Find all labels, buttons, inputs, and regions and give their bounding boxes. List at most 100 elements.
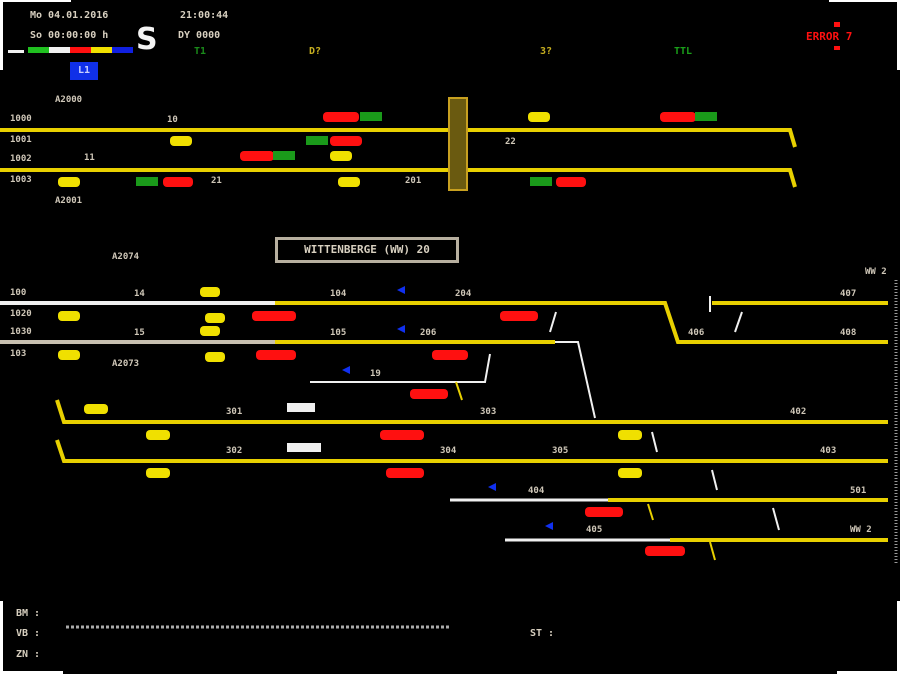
track-number: 21 (211, 176, 222, 186)
train-number-tag[interactable] (136, 177, 158, 186)
signal-yellow-icon[interactable] (200, 287, 220, 297)
station-title[interactable]: WITTENBERGE (WW) 20 (275, 237, 459, 263)
signal-yellow-icon[interactable] (170, 136, 192, 146)
signal-red-icon[interactable] (432, 350, 468, 360)
track-number: 15 (134, 328, 145, 338)
legend-blue (112, 47, 133, 53)
track-number: 406 (688, 328, 704, 338)
frame-bottom-left (0, 601, 63, 674)
track-number: 105 (330, 328, 346, 338)
label-a2073: A2073 (112, 359, 139, 369)
signal-yellow-icon[interactable] (146, 430, 170, 440)
signal-yellow-icon[interactable] (84, 404, 108, 414)
signal-red-icon[interactable] (500, 311, 538, 321)
signal-red-icon[interactable] (645, 546, 685, 556)
signal-yellow-icon[interactable] (205, 352, 225, 362)
date-display: Mo 04.01.2016 (30, 10, 109, 21)
track-number: 301 (226, 407, 242, 417)
track-number: 19 (370, 369, 381, 379)
signal-yellow-icon[interactable] (58, 350, 80, 360)
track-siding-s2[interactable] (310, 353, 491, 383)
signal-red-icon[interactable] (410, 389, 448, 399)
track-upper-1[interactable] (0, 128, 797, 148)
level-crossing-block[interactable] (448, 97, 468, 191)
footer-st: ST : (530, 628, 555, 639)
switch-1[interactable] (455, 381, 463, 401)
direction-arrow-icon (397, 286, 405, 294)
time-display: 21:00:44 (180, 10, 229, 21)
train-number-tag[interactable] (530, 177, 552, 186)
mode-letter: S (136, 22, 158, 57)
track-4[interactable] (55, 439, 888, 463)
signal-red-icon[interactable] (163, 177, 193, 187)
track-main-1[interactable] (275, 301, 888, 344)
switch-2[interactable] (549, 311, 557, 333)
track-siding-s1[interactable] (555, 341, 596, 419)
signal-yellow-icon[interactable] (618, 468, 642, 478)
signal-yellow-icon[interactable] (205, 313, 225, 323)
direction-arrow-icon (397, 325, 405, 333)
footer-bm: BM : (16, 608, 41, 619)
switch-7[interactable] (647, 503, 654, 521)
label-upper-left: 1002 (10, 154, 32, 164)
label-a2000: A2000 (55, 95, 82, 105)
signal-yellow-icon[interactable] (338, 177, 360, 187)
track-number: 22 (505, 137, 516, 147)
switch-9[interactable] (709, 541, 716, 561)
signal-red-icon[interactable] (252, 311, 296, 321)
signal-yellow-icon[interactable] (528, 112, 550, 122)
track-number: 408 (840, 328, 856, 338)
train-number-tag[interactable] (360, 112, 382, 121)
color-legend-bar (28, 47, 133, 53)
switch-3[interactable] (734, 311, 743, 333)
switch-8[interactable] (772, 507, 780, 531)
train-number-tag[interactable] (273, 151, 295, 160)
label-a2074: A2074 (112, 252, 140, 262)
track-number: 303 (480, 407, 496, 417)
signal-yellow-icon[interactable] (58, 177, 80, 187)
indicator-d: D? (309, 46, 322, 57)
track-number: 201 (405, 176, 421, 186)
indicator-3: 3? (540, 46, 553, 57)
signal-yellow-icon[interactable] (618, 430, 642, 440)
train-number-tag[interactable] (306, 136, 328, 145)
frame-top-left (0, 0, 71, 70)
signal-red-icon[interactable] (585, 507, 623, 517)
frame-top-right (829, 0, 900, 70)
level-badge[interactable]: L1 (70, 62, 98, 80)
signal-yellow-icon[interactable] (330, 151, 352, 161)
track-number: 104 (330, 289, 347, 299)
alarm-text[interactable]: ERROR 7 (806, 30, 853, 43)
switch-5[interactable] (651, 431, 658, 453)
signal-yellow-icon[interactable] (58, 311, 80, 321)
track-3[interactable] (55, 399, 888, 424)
signal-yellow-icon[interactable] (200, 326, 220, 336)
frame-bottom-right (837, 601, 900, 674)
track-number: 14 (134, 289, 145, 299)
label-upper-left: 1000 (10, 114, 32, 124)
track-upper-2[interactable] (0, 168, 797, 188)
indicator-t1: T1 (194, 46, 207, 57)
signal-yellow-icon[interactable] (146, 468, 170, 478)
signal-red-icon[interactable] (240, 151, 274, 161)
signal-red-icon[interactable] (386, 468, 424, 478)
alarm-marker-icon (834, 46, 840, 50)
legend-green (28, 47, 49, 53)
signal-red-icon[interactable] (330, 136, 362, 146)
label-upper-left: 1003 (10, 175, 32, 185)
signal-red-icon[interactable] (256, 350, 296, 360)
signal-red-icon[interactable] (380, 430, 424, 440)
switch-6[interactable] (711, 469, 718, 491)
train-number-tag[interactable] (695, 112, 717, 121)
track-number: 405 (586, 525, 602, 535)
track-number: 402 (790, 407, 806, 417)
signal-red-icon[interactable] (556, 177, 586, 187)
track-number: 304 (440, 446, 457, 456)
track-number: 204 (455, 289, 472, 299)
alarm-marker-icon (834, 22, 840, 27)
signal-red-icon[interactable] (660, 112, 696, 122)
track-number: 501 (850, 486, 866, 496)
signal-red-icon[interactable] (323, 112, 359, 122)
footer-vb: VB : (16, 628, 41, 639)
